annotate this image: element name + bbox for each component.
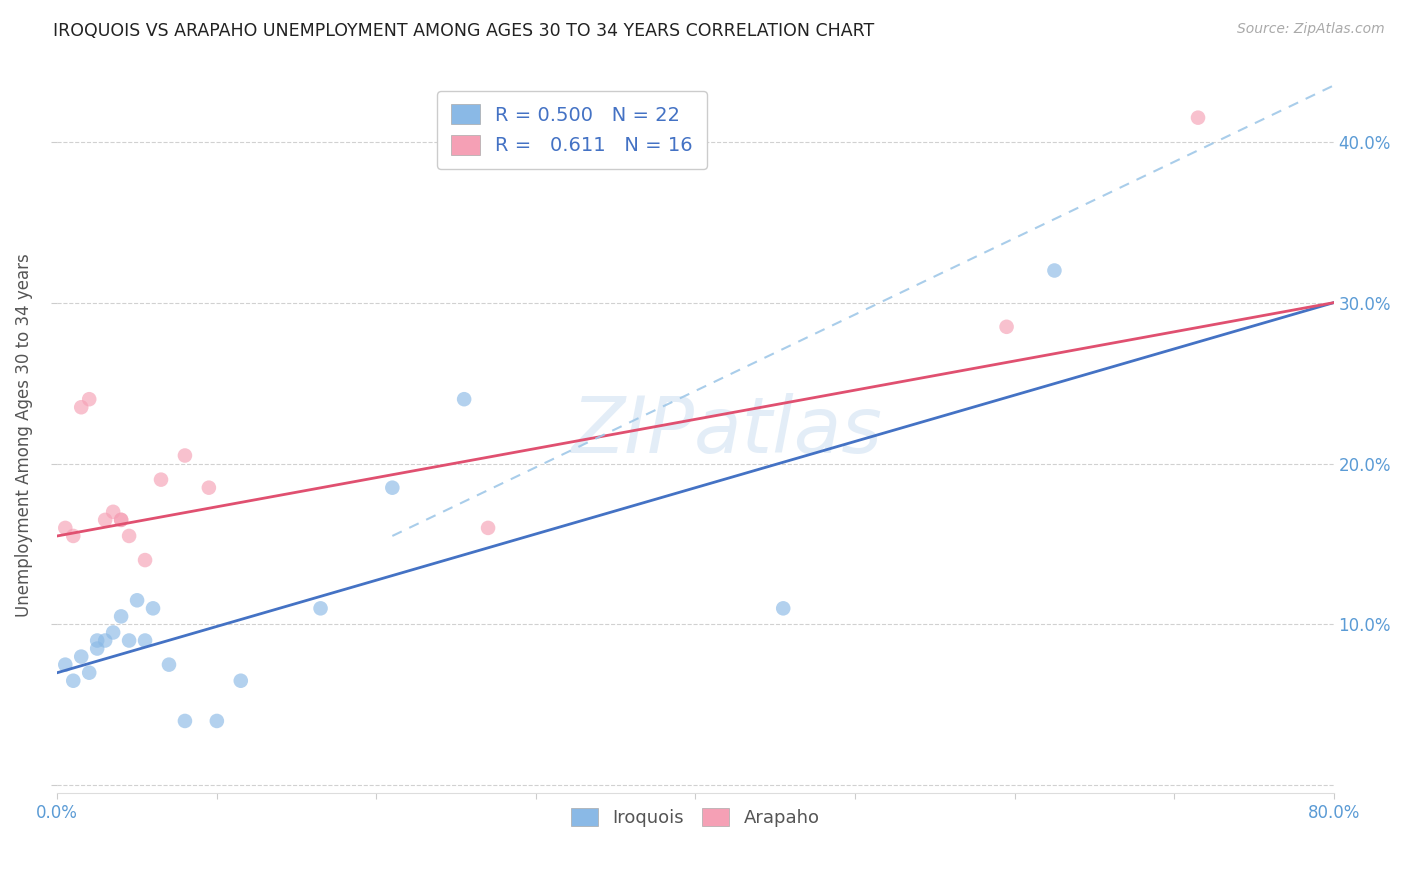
- Point: [229, 673, 252, 688]
- Y-axis label: Unemployment Among Ages 30 to 34 years: Unemployment Among Ages 30 to 34 years: [15, 253, 32, 617]
- Text: Source: ZipAtlas.com: Source: ZipAtlas.com: [1237, 22, 1385, 37]
- Point: [995, 319, 1018, 334]
- Point: [1043, 263, 1066, 277]
- Point: [381, 481, 404, 495]
- Point: [53, 657, 76, 672]
- Point: [772, 601, 794, 615]
- Point: [150, 473, 173, 487]
- Point: [309, 601, 332, 615]
- Point: [77, 392, 100, 407]
- Point: [174, 714, 197, 728]
- Point: [125, 593, 148, 607]
- Point: [118, 633, 141, 648]
- Legend: Iroquois, Arapaho: Iroquois, Arapaho: [564, 801, 827, 834]
- Point: [110, 609, 132, 624]
- Point: [142, 601, 165, 615]
- Point: [134, 633, 156, 648]
- Point: [198, 481, 221, 495]
- Point: [62, 673, 84, 688]
- Point: [110, 513, 132, 527]
- Point: [134, 553, 156, 567]
- Point: [101, 625, 124, 640]
- Point: [110, 513, 132, 527]
- Point: [174, 449, 197, 463]
- Point: [77, 665, 100, 680]
- Point: [118, 529, 141, 543]
- Point: [70, 401, 93, 415]
- Point: [453, 392, 475, 407]
- Text: IROQUOIS VS ARAPAHO UNEMPLOYMENT AMONG AGES 30 TO 34 YEARS CORRELATION CHART: IROQUOIS VS ARAPAHO UNEMPLOYMENT AMONG A…: [53, 22, 875, 40]
- Point: [86, 633, 108, 648]
- Text: ZIPatlas: ZIPatlas: [572, 393, 883, 469]
- Point: [94, 513, 117, 527]
- Point: [86, 641, 108, 656]
- Point: [157, 657, 180, 672]
- Point: [477, 521, 499, 535]
- Point: [101, 505, 124, 519]
- Point: [70, 649, 93, 664]
- Point: [62, 529, 84, 543]
- Point: [205, 714, 228, 728]
- Point: [94, 633, 117, 648]
- Point: [53, 521, 76, 535]
- Point: [1187, 111, 1209, 125]
